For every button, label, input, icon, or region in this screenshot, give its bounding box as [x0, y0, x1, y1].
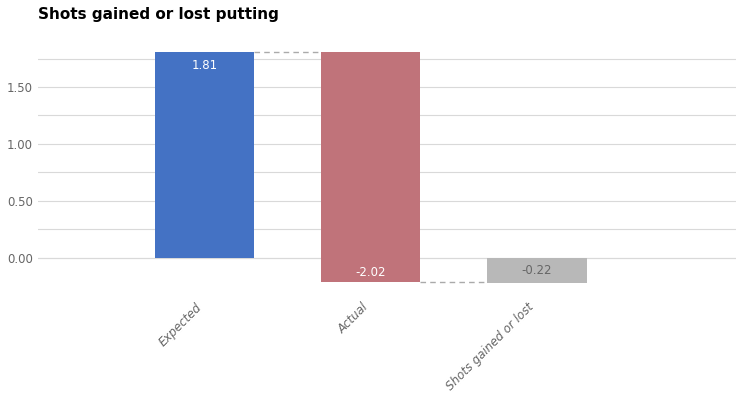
Text: Shots gained or lost putting: Shots gained or lost putting	[39, 7, 279, 22]
Text: 1.81: 1.81	[192, 59, 218, 72]
Text: -0.22: -0.22	[522, 264, 552, 277]
Bar	[155, 52, 254, 258]
Bar	[487, 258, 586, 283]
Text: -2.02: -2.02	[355, 266, 386, 279]
Bar	[321, 52, 421, 282]
